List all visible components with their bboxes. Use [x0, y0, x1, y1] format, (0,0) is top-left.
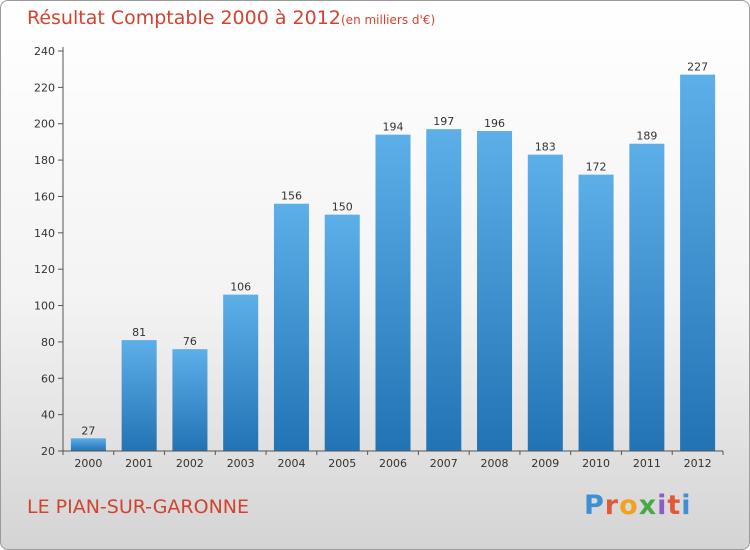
data-label: 150: [332, 201, 353, 214]
bar: [324, 214, 360, 451]
chart-subtitle: (en milliers d'€): [341, 13, 436, 27]
logo-letter: o: [619, 490, 639, 521]
bar: [680, 74, 716, 452]
logo-letter: t: [667, 490, 682, 521]
x-tick-label: 2002: [176, 457, 204, 470]
logo-letter: i: [681, 490, 692, 521]
y-tick-label: 180: [34, 154, 55, 167]
x-tick-label: 2000: [74, 457, 102, 470]
data-label: 196: [484, 117, 505, 130]
bar: [629, 143, 665, 451]
x-tick-label: 2010: [582, 457, 610, 470]
y-tick-label: 60: [41, 372, 55, 385]
logo-letter: i: [657, 490, 668, 521]
y-tick-label: 40: [41, 409, 55, 422]
logo-letter: P: [584, 490, 605, 521]
bar: [426, 129, 462, 451]
bar: [375, 134, 411, 452]
x-tick-label: 2006: [379, 457, 407, 470]
y-tick-label: 100: [34, 300, 55, 313]
bar: [70, 438, 106, 451]
x-tick-label: 2009: [531, 457, 559, 470]
y-tick-label: 220: [34, 81, 55, 94]
logo-letter: r: [604, 490, 620, 521]
data-label: 27: [81, 424, 95, 437]
bar: [172, 349, 208, 451]
x-tick-label: 2008: [481, 457, 509, 470]
data-label: 189: [636, 130, 657, 143]
bar: [527, 154, 563, 452]
x-tick-label: 2007: [430, 457, 458, 470]
place-name: LE PIAN-SUR-GARONNE: [27, 496, 250, 518]
x-tick-label: 2003: [227, 457, 255, 470]
y-tick-label: 160: [34, 190, 55, 203]
y-tick-label: 200: [34, 118, 55, 131]
chart-title: Résultat Comptable 2000 à 2012: [27, 7, 341, 29]
y-tick-label: 80: [41, 336, 55, 349]
bar: [223, 294, 259, 451]
bar: [273, 203, 309, 451]
y-tick-label: 140: [34, 227, 55, 240]
bar: [477, 131, 513, 451]
data-label: 227: [687, 61, 708, 74]
data-label: 81: [132, 326, 146, 339]
bar: [121, 340, 157, 451]
data-label: 76: [183, 335, 197, 348]
logo-letter: x: [638, 490, 658, 521]
x-tick-label: 2005: [328, 457, 356, 470]
y-tick-label: 120: [34, 263, 55, 276]
proxiti-logo: Proxiti: [584, 490, 692, 521]
y-tick-label: 240: [34, 45, 55, 58]
data-label: 183: [535, 141, 556, 154]
data-label: 106: [230, 281, 251, 294]
y-tick-label: 20: [41, 445, 55, 458]
x-tick-label: 2001: [125, 457, 153, 470]
data-label: 194: [383, 121, 404, 134]
data-label: 156: [281, 190, 302, 203]
bar: [578, 174, 614, 452]
x-tick-label: 2011: [633, 457, 661, 470]
x-tick-label: 2004: [277, 457, 305, 470]
data-label: 197: [433, 115, 454, 128]
data-label: 172: [586, 161, 607, 174]
x-tick-label: 2012: [684, 457, 712, 470]
